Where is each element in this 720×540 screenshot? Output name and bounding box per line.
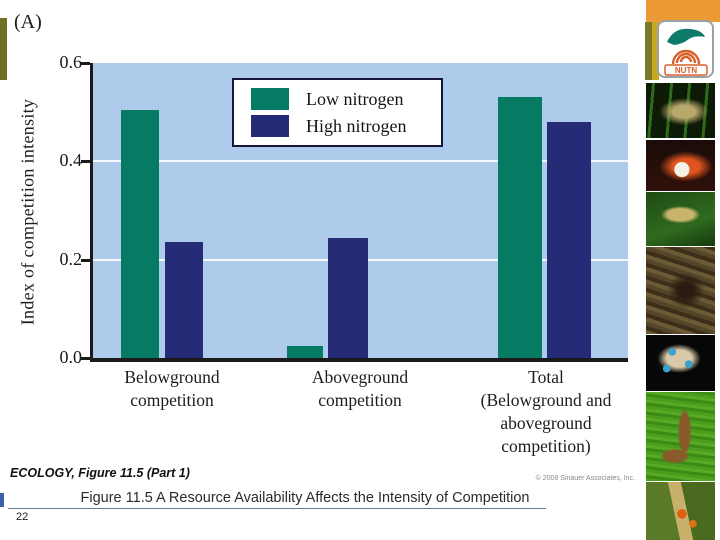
copyright-text: © 2008 Sinauer Associates, Inc.: [535, 475, 635, 482]
bar-low-nitrogen: [121, 109, 159, 358]
photo-strip: NUTN: [640, 0, 720, 540]
crickets-on-stems-photo: [646, 83, 715, 138]
left-accent-bar: [0, 18, 7, 80]
page-number: 22: [16, 511, 29, 523]
slide-caption: Figure 11.5 A Resource Availability Affe…: [80, 490, 530, 506]
y-tick-mark: [81, 357, 90, 360]
legend: Low nitrogen High nitrogen: [232, 78, 443, 147]
x-label-line: aboveground: [500, 413, 592, 433]
nutn-logo: NUTN: [657, 20, 714, 78]
y-tick-mark: [81, 258, 90, 262]
svg-text:NUTN: NUTN: [675, 66, 697, 75]
marmoset-in-tree-photo: [646, 247, 715, 334]
bar-low-nitrogen: [498, 97, 542, 358]
legend-label: High nitrogen: [306, 115, 407, 136]
x-category-label: Aboveground competition: [312, 366, 408, 412]
bar-high-nitrogen: [328, 237, 368, 358]
gridline: [93, 160, 628, 163]
beetles-on-stem-photo: [646, 482, 715, 540]
y-tick-mark: [81, 62, 90, 65]
gold-strip: [652, 22, 659, 80]
high-nitrogen-swatch: [251, 115, 289, 137]
y-axis-line: [90, 63, 93, 362]
y-tick-label: 0.2: [59, 248, 83, 269]
caption-left-tick: [0, 493, 4, 507]
legend-row: High nitrogen: [251, 115, 441, 137]
bar-high-nitrogen: [547, 122, 591, 358]
y-axis-title: Index of competition intensity: [17, 98, 38, 326]
frog-on-leaf-photo: [646, 192, 715, 246]
caption-underline: [8, 508, 546, 509]
x-label-line: competition): [501, 436, 591, 456]
x-label-line: competition: [318, 390, 402, 410]
x-label-line: Belowground: [124, 367, 220, 387]
y-tick-label: 0.0: [59, 347, 83, 367]
orange-band: [646, 0, 720, 22]
x-label-line: competition: [130, 390, 214, 410]
legend-row: Low nitrogen: [251, 88, 441, 110]
y-tick-label: 0.6: [59, 52, 83, 72]
low-nitrogen-swatch: [251, 88, 289, 110]
orange-frog-photo: [646, 140, 715, 191]
x-category-label: Belowground competition: [124, 366, 219, 412]
olive-strip: [645, 22, 652, 80]
x-label-line: Total: [528, 367, 564, 387]
x-label-line: Aboveground: [311, 367, 409, 387]
panel-label: (A): [14, 11, 42, 33]
x-label-line: (Belowground and: [480, 390, 612, 410]
blue-ringed-octopus-photo: [646, 335, 715, 391]
bar-high-nitrogen: [165, 242, 203, 358]
y-tick-label: 0.4: [59, 150, 83, 171]
salamander-on-moss-photo: [646, 392, 715, 481]
y-tick-mark: [81, 160, 90, 164]
source-label: ECOLOGY, Figure 11.5 (Part 1): [10, 466, 190, 480]
legend-label: Low nitrogen: [306, 88, 404, 109]
nutn-logo-icon: NUTN: [664, 28, 708, 76]
x-category-label: Total (Belowground and aboveground competit…: [481, 366, 612, 458]
bar-low-nitrogen: [287, 345, 323, 358]
x-axis-line: [90, 358, 628, 362]
